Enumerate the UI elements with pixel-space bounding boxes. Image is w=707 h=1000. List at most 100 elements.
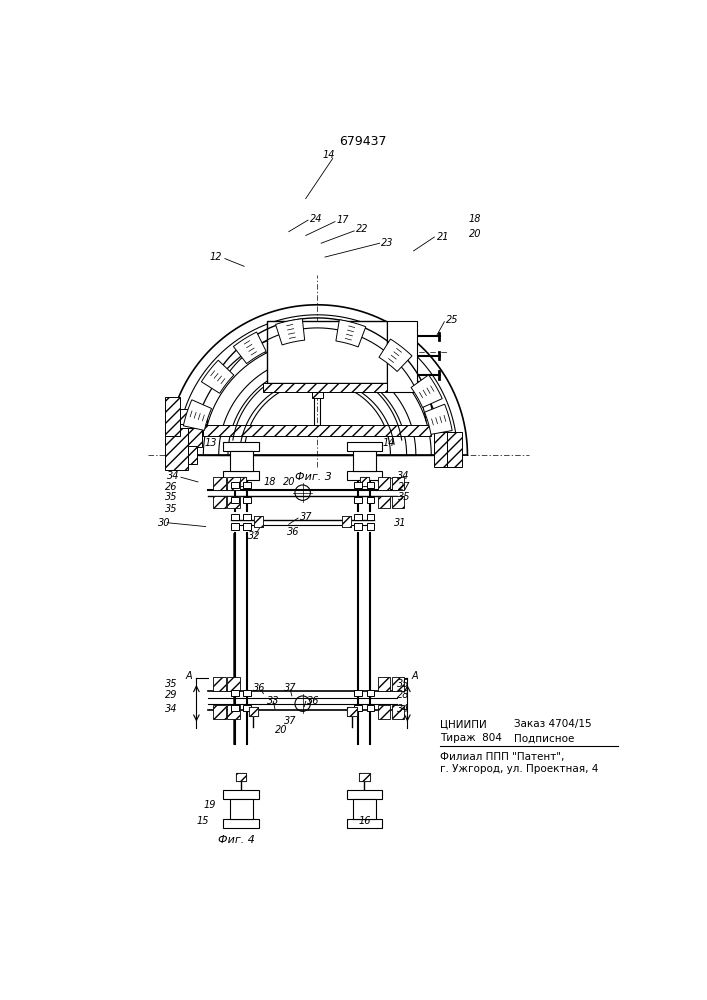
Bar: [243, 523, 251, 530]
Bar: [310, 385, 325, 390]
Bar: [392, 705, 404, 719]
Bar: [360, 477, 369, 486]
Text: 35: 35: [165, 679, 177, 689]
Bar: [249, 707, 258, 716]
Text: 36: 36: [308, 696, 320, 706]
Bar: [359, 773, 370, 781]
Bar: [235, 773, 247, 781]
Text: Тираж  804: Тираж 804: [440, 733, 503, 743]
Text: Подписное: Подписное: [514, 733, 574, 743]
Text: 14: 14: [382, 438, 395, 448]
Bar: [165, 428, 188, 470]
Bar: [227, 496, 240, 508]
Text: 35: 35: [165, 504, 177, 514]
Bar: [231, 482, 239, 488]
Bar: [378, 705, 390, 719]
Text: A: A: [411, 671, 419, 681]
Text: Фиг. 3: Фиг. 3: [295, 472, 332, 482]
Bar: [353, 451, 376, 471]
Bar: [231, 497, 239, 503]
Bar: [214, 477, 226, 490]
Bar: [387, 321, 417, 392]
Text: 21: 21: [437, 232, 449, 242]
Bar: [227, 705, 240, 719]
Bar: [366, 523, 374, 530]
Text: Филиал ППП "Патент",: Филиал ППП "Патент",: [440, 752, 565, 762]
Bar: [347, 707, 356, 716]
Bar: [366, 705, 374, 711]
Polygon shape: [276, 319, 305, 345]
Text: 34: 34: [397, 704, 409, 714]
Text: 30: 30: [158, 518, 170, 528]
Bar: [223, 442, 259, 451]
Bar: [267, 321, 387, 383]
Bar: [354, 705, 362, 711]
Bar: [312, 390, 322, 398]
Text: г. Ужгород, ул. Проектная, 4: г. Ужгород, ул. Проектная, 4: [440, 764, 599, 774]
Text: 33: 33: [267, 696, 280, 706]
Bar: [231, 523, 239, 530]
Bar: [366, 497, 374, 503]
Text: 17: 17: [337, 215, 349, 225]
Bar: [223, 790, 259, 799]
Text: 18: 18: [469, 214, 481, 224]
Bar: [243, 514, 251, 520]
Text: 20: 20: [469, 229, 481, 239]
Bar: [204, 425, 431, 436]
Bar: [354, 482, 362, 488]
Bar: [254, 516, 264, 527]
Bar: [354, 514, 362, 520]
Text: 23: 23: [381, 238, 394, 248]
Text: ЦНИИПИ: ЦНИИПИ: [440, 719, 487, 729]
Bar: [342, 516, 351, 527]
Bar: [231, 514, 239, 520]
Bar: [254, 516, 264, 527]
Polygon shape: [336, 320, 366, 347]
Text: 37: 37: [284, 683, 297, 693]
Bar: [346, 819, 382, 828]
Polygon shape: [425, 404, 452, 434]
Bar: [227, 477, 240, 490]
Text: 18: 18: [264, 477, 276, 487]
Text: 27: 27: [398, 482, 411, 492]
Text: 35: 35: [165, 492, 177, 502]
Text: 25: 25: [446, 315, 458, 325]
Bar: [180, 409, 207, 424]
Bar: [354, 690, 362, 696]
Text: 12: 12: [209, 252, 222, 262]
Text: 32: 32: [248, 531, 260, 541]
Text: 20: 20: [283, 477, 295, 487]
Text: 35: 35: [398, 492, 411, 502]
Text: A: A: [185, 671, 192, 681]
Text: 16: 16: [358, 816, 370, 826]
Text: 34: 34: [165, 704, 177, 714]
Text: Фиг. 4: Фиг. 4: [218, 835, 255, 845]
Bar: [366, 690, 374, 696]
Bar: [188, 446, 197, 464]
Bar: [366, 482, 374, 488]
Bar: [354, 497, 362, 503]
Bar: [346, 471, 382, 480]
Bar: [387, 383, 417, 392]
Polygon shape: [379, 339, 412, 371]
Text: 36: 36: [286, 527, 299, 537]
Text: 14: 14: [322, 150, 335, 160]
Bar: [378, 496, 390, 508]
Bar: [392, 677, 404, 691]
Polygon shape: [233, 332, 266, 364]
Bar: [223, 471, 259, 480]
Bar: [227, 677, 240, 691]
Bar: [378, 477, 390, 490]
Bar: [236, 477, 246, 486]
Bar: [236, 477, 246, 486]
Text: 29: 29: [165, 690, 177, 700]
Text: 13: 13: [204, 438, 216, 448]
Bar: [434, 432, 457, 466]
Bar: [378, 677, 390, 691]
Polygon shape: [411, 375, 443, 407]
Bar: [214, 496, 226, 508]
Bar: [223, 819, 259, 828]
Bar: [387, 321, 417, 335]
Bar: [353, 799, 376, 819]
Bar: [264, 383, 390, 392]
